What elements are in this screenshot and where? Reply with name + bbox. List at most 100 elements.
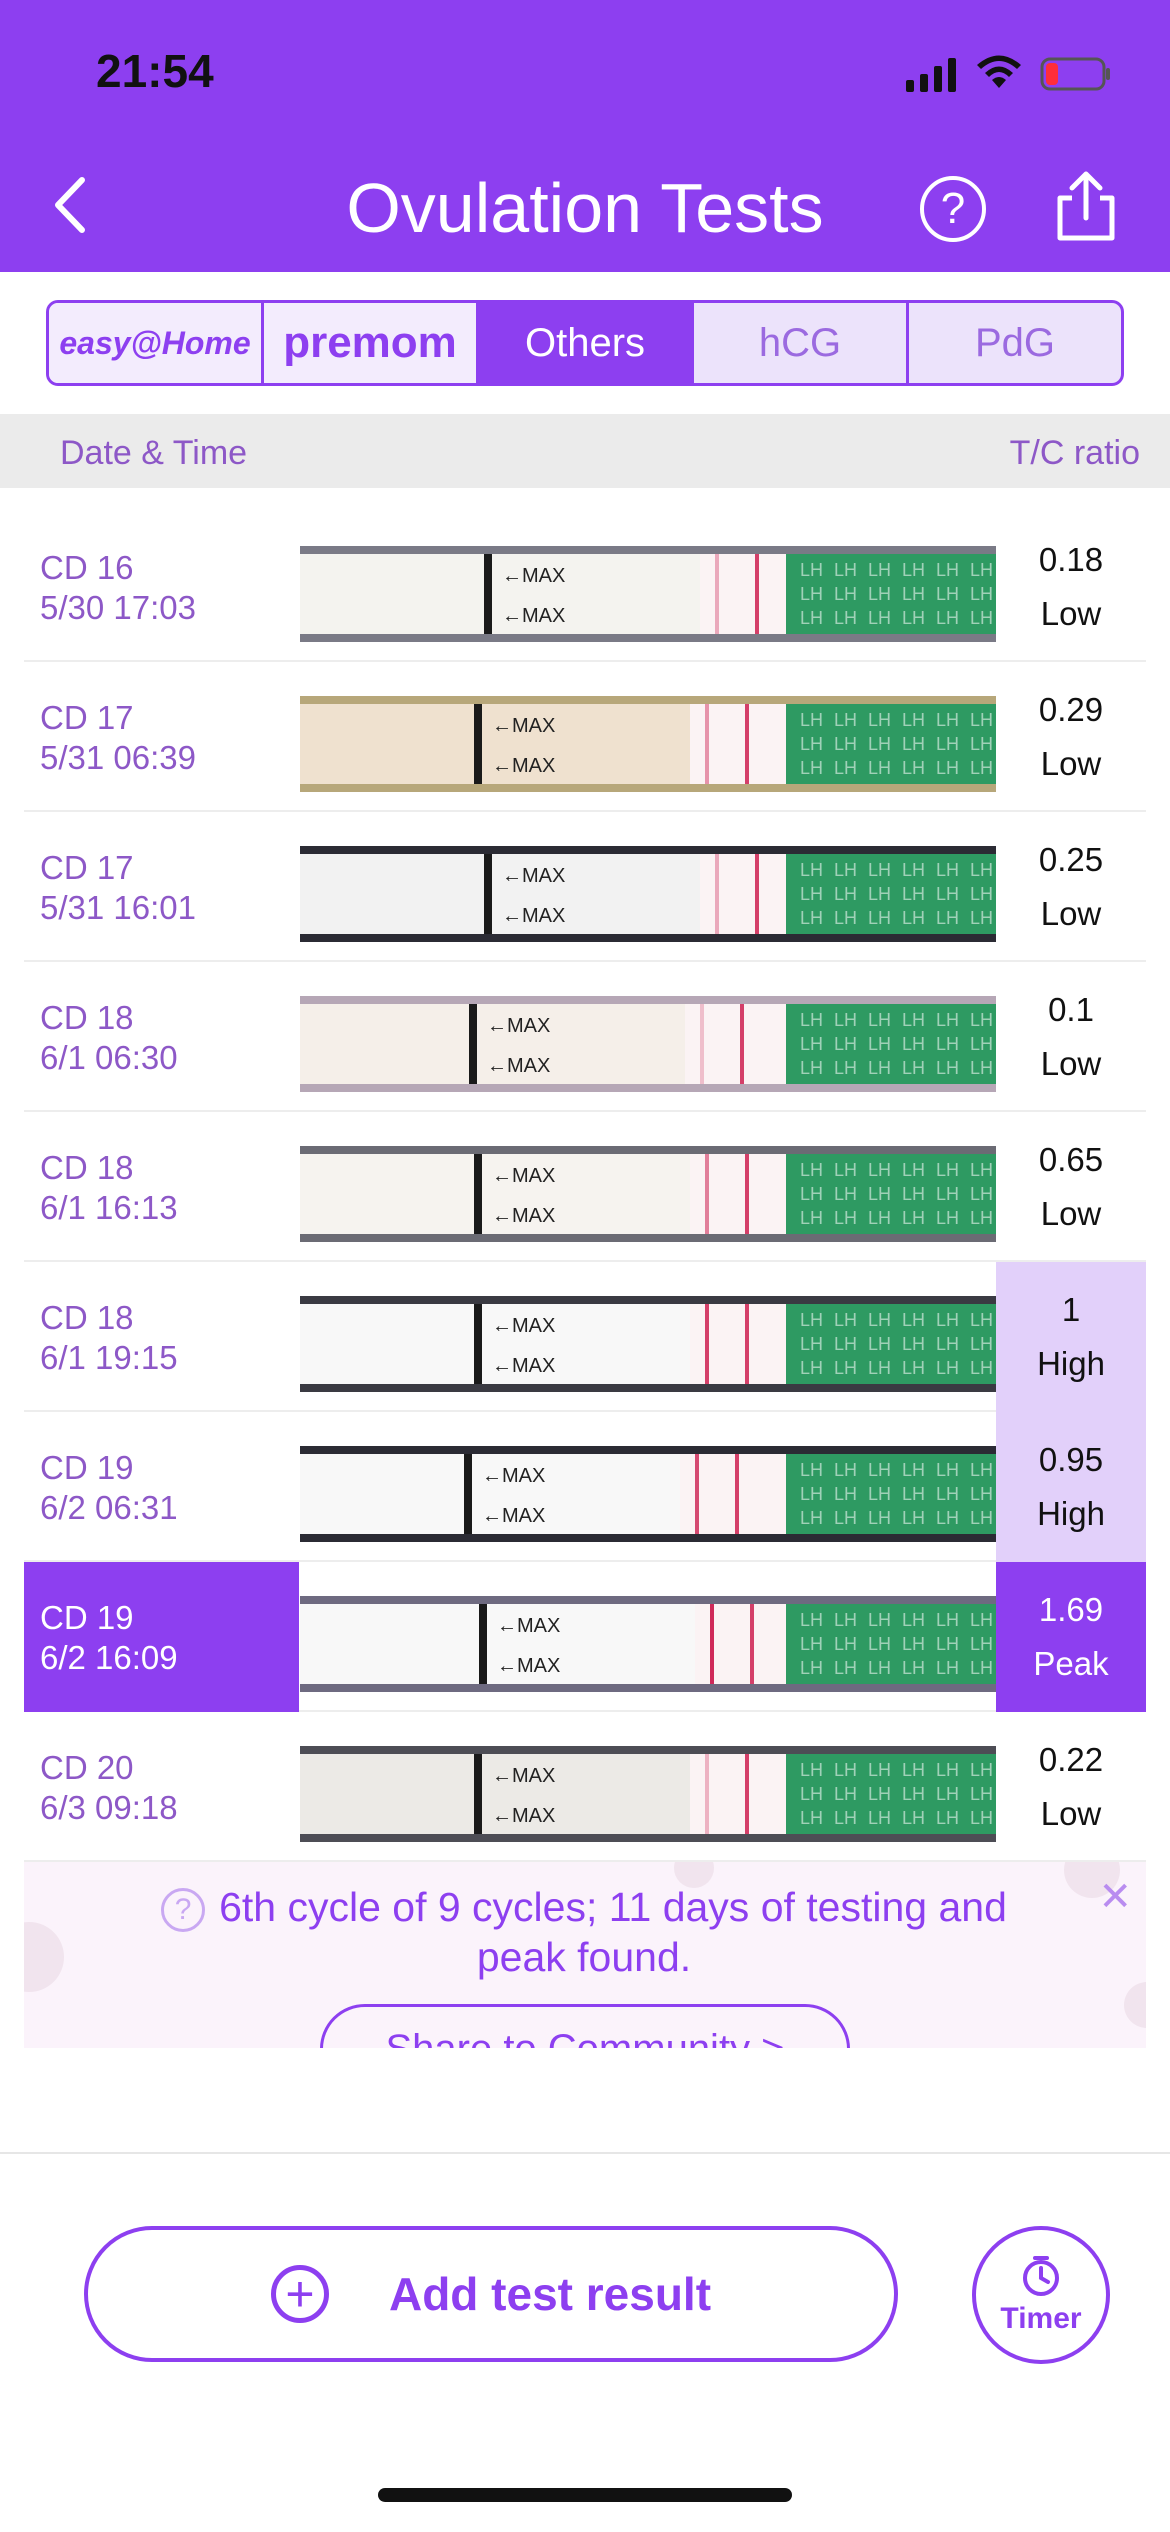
svg-text:LH: LH	[868, 1184, 891, 1204]
close-icon[interactable]: ✕	[1098, 1875, 1132, 1919]
svg-text:LH: LH	[936, 1658, 959, 1678]
svg-text:LH: LH	[902, 1358, 925, 1378]
tab-easy-at-home[interactable]: easy@Home	[49, 303, 264, 383]
svg-text:LH: LH	[834, 908, 857, 928]
add-test-result-button[interactable]: + Add test result	[84, 2226, 898, 2362]
svg-text:LH: LH	[868, 1034, 891, 1054]
svg-text:LH: LH	[970, 1658, 993, 1678]
svg-text:LH: LH	[970, 884, 993, 904]
row-ratio-level: Low	[1040, 1045, 1102, 1082]
row-ratio: 0.1 Low	[996, 962, 1146, 1112]
svg-text:LH: LH	[800, 1460, 823, 1480]
row-ratio: 0.65 Low	[996, 1112, 1146, 1262]
svg-text:LH: LH	[970, 1184, 993, 1204]
svg-text:LH: LH	[834, 560, 857, 580]
svg-text:LH: LH	[902, 710, 925, 730]
svg-text:LH: LH	[834, 710, 857, 730]
row-cycle-day: CD 16	[40, 549, 134, 586]
svg-text:LH: LH	[902, 1484, 925, 1504]
timer-button[interactable]: Timer	[972, 2226, 1110, 2364]
svg-text:LH: LH	[902, 560, 925, 580]
svg-text:←MAX: ←MAX	[492, 1315, 555, 1337]
svg-text:LH: LH	[834, 1484, 857, 1504]
test-strip-drawing: ←MAX ←MAX LH LH LH LH LH LH LH LH LH LH LH LH LH LH LH LH…	[300, 546, 996, 642]
test-result-row[interactable]: CD 18 6/1 19:15 ←MAX ←MAX LH LH LH LH LH LH LH LH L…	[24, 1262, 1146, 1412]
svg-text:LH: LH	[970, 1160, 993, 1180]
svg-text:LH: LH	[868, 1334, 891, 1354]
svg-text:LH: LH	[970, 1784, 993, 1804]
svg-text:LH: LH	[800, 608, 823, 628]
svg-text:LH: LH	[936, 1010, 959, 1030]
row-date: CD 20 6/3 09:18	[24, 1712, 299, 1862]
help-button[interactable]: ?	[920, 176, 986, 242]
test-strip-image: ←MAX ←MAX LH LH LH LH LH LH LH LH LH LH LH LH LH LH LH LH…	[300, 1146, 996, 1242]
svg-text:LH: LH	[936, 1358, 959, 1378]
svg-text:LH: LH	[800, 1634, 823, 1654]
battery-icon	[1040, 57, 1110, 91]
test-result-row-selected[interactable]: CD 19 6/2 16:09 ←MAX ←MAX LH LH LH LH LH LH LH LH L…	[24, 1562, 1146, 1712]
back-button[interactable]	[40, 170, 100, 240]
svg-text:LH: LH	[902, 1310, 925, 1330]
svg-text:LH: LH	[902, 758, 925, 778]
svg-text:LH: LH	[834, 608, 857, 628]
svg-text:LH: LH	[970, 1760, 993, 1780]
tab-others-label: Others	[524, 320, 646, 365]
svg-text:LH: LH	[800, 1184, 823, 1204]
brand-tabs: easy@Home premom Others hCG PdG	[46, 300, 1124, 386]
test-result-row[interactable]: CD 17 5/31 06:39 ←MAX ←MAX LH LH LH LH LH LH LH LH…	[24, 662, 1146, 812]
svg-text:LH: LH	[834, 1010, 857, 1030]
share-icon[interactable]	[1050, 170, 1122, 242]
svg-text:LH: LH	[936, 1634, 959, 1654]
svg-text:LH: LH	[936, 734, 959, 754]
row-ratio-value: 1	[1061, 1291, 1081, 1328]
row-datetime: 6/1 16:13	[40, 1189, 178, 1226]
svg-text:LH: LH	[868, 1058, 891, 1078]
svg-text:LH: LH	[800, 860, 823, 880]
row-ratio-level: Low	[1040, 1195, 1102, 1232]
svg-text:LH: LH	[834, 860, 857, 880]
test-strip-image: ←MAX ←MAX LH LH LH LH LH LH LH LH LH LH LH LH LH LH LH LH…	[300, 846, 996, 942]
svg-text:LH: LH	[970, 1010, 993, 1030]
tab-pdg[interactable]: PdG	[909, 303, 1121, 383]
row-ratio-level: Low	[1040, 1795, 1102, 1832]
svg-text:LH: LH	[834, 1034, 857, 1054]
svg-text:LH: LH	[868, 1610, 891, 1630]
test-result-row[interactable]: CD 20 6/3 09:18 ←MAX ←MAX LH LH LH LH LH LH LH LH L…	[24, 1712, 1146, 1862]
row-ratio-level: High	[1037, 1345, 1105, 1382]
test-result-row[interactable]: CD 17 5/31 16:01 ←MAX ←MAX LH LH LH LH LH LH LH LH…	[24, 812, 1146, 962]
tab-hcg[interactable]: hCG	[694, 303, 909, 383]
svg-text:LH: LH	[800, 584, 823, 604]
test-result-row[interactable]: CD 18 6/1 06:30 ←MAX ←MAX LH LH LH LH LH LH LH LH L…	[24, 962, 1146, 1112]
test-result-row[interactable]: CD 18 6/1 16:13 ←MAX ←MAX LH LH LH LH LH LH LH LH L…	[24, 1112, 1146, 1262]
svg-text:←MAX: ←MAX	[502, 865, 565, 887]
row-cycle-day: CD 18	[40, 999, 134, 1036]
svg-text:LH: LH	[834, 734, 857, 754]
share-to-community-button[interactable]: Share to Community >	[320, 2004, 850, 2048]
status-time: 21:54	[96, 45, 214, 97]
row-cycle-day: CD 18	[40, 1299, 134, 1336]
row-ratio-level: Low	[1040, 745, 1102, 782]
svg-text:LH: LH	[868, 1760, 891, 1780]
svg-text:←MAX: ←MAX	[492, 715, 555, 737]
row-ratio: 0.29 Low	[996, 662, 1146, 812]
test-result-row[interactable]: CD 19 6/2 06:31 ←MAX ←MAX LH LH LH LH LH LH LH LH L…	[24, 1412, 1146, 1562]
timer-label: Timer	[1000, 2302, 1082, 2335]
svg-text:←MAX: ←MAX	[487, 1015, 550, 1037]
svg-text:LH: LH	[902, 584, 925, 604]
svg-text:LH: LH	[834, 758, 857, 778]
svg-text:LH: LH	[970, 1034, 993, 1054]
svg-text:LH: LH	[834, 1310, 857, 1330]
svg-text:LH: LH	[868, 710, 891, 730]
svg-text:LH: LH	[800, 1334, 823, 1354]
test-strip-image: ←MAX ←MAX LH LH LH LH LH LH LH LH LH LH LH LH LH LH LH LH…	[300, 1296, 996, 1392]
test-result-row[interactable]: CD 16 5/30 17:03 ←MAX ←MAX LH LH LH LH LH LH LH LH…	[24, 512, 1146, 662]
svg-text:LH: LH	[868, 1310, 891, 1330]
svg-text:←MAX: ←MAX	[482, 1465, 545, 1487]
svg-text:LH: LH	[868, 560, 891, 580]
svg-text:LH: LH	[970, 710, 993, 730]
tab-others[interactable]: Others	[479, 303, 694, 383]
tab-premom[interactable]: premom	[264, 303, 479, 383]
row-ratio-value: 0.95	[1038, 1441, 1104, 1478]
row-date: CD 18 6/1 06:30	[24, 962, 299, 1112]
cycle-summary-banner: ✕ ? 6th cycle of 9 cycles; 11 days of tes…	[24, 1862, 1146, 2048]
